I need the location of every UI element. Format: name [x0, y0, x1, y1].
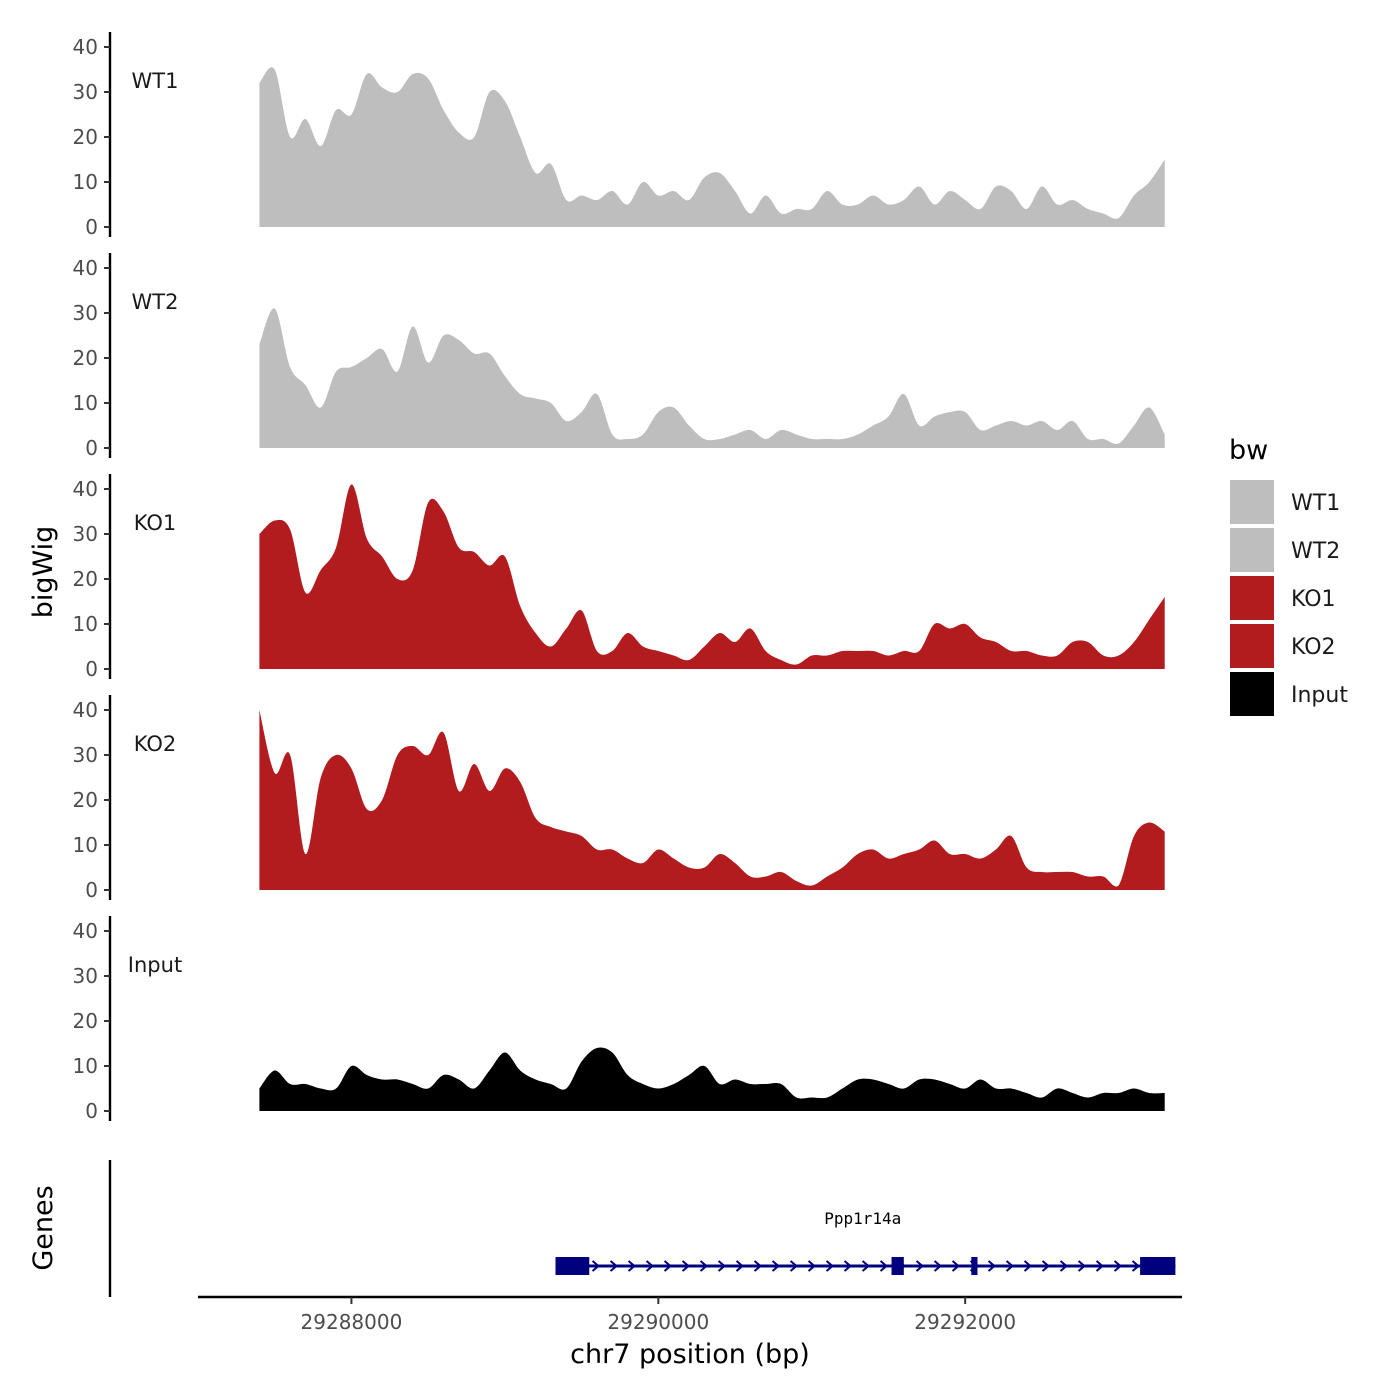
- y-tick-label: 30: [73, 964, 98, 988]
- legend-title: bw: [1229, 435, 1268, 466]
- x-tick-label: 29292000: [914, 1310, 1016, 1334]
- strand-arrow: [645, 1260, 655, 1272]
- gene-track-title: Genes: [28, 1185, 59, 1270]
- y-tick-label: 0: [85, 878, 98, 902]
- strand-arrow: [843, 1260, 853, 1272]
- y-tick-label: 30: [73, 522, 98, 546]
- gene-ppp1r14a: Ppp1r14a: [555, 1209, 1176, 1275]
- gene-track: Ppp1r14a: [108, 1160, 1176, 1297]
- strand-arrow: [915, 1260, 925, 1272]
- strand-arrow: [1059, 1260, 1069, 1272]
- track-label-wt1: WT1: [132, 69, 179, 93]
- y-tick-label: 20: [73, 125, 98, 149]
- track-input: 0 10 20 30 40 Input: [73, 916, 1165, 1123]
- gene-exon: [1140, 1257, 1176, 1275]
- track-wt2: 0 10 20 30 40 WT2: [73, 253, 1165, 460]
- legend: bw WT1 WT2 KO1 KO2 Input: [1229, 435, 1348, 716]
- y-tick-label: 10: [73, 1054, 98, 1078]
- legend-label-ko2: KO2: [1291, 635, 1336, 660]
- track-ko1: 0 10 20 30 40 KO1: [73, 474, 1165, 681]
- legend-key-ko1: [1230, 576, 1274, 620]
- coverage-tracks: 0 10 20 30 40 WT1 0 10 20 30 40 WT2 0 10 20 30 40 KO1 0 10 2…: [73, 32, 1165, 1123]
- y-tick-label: 40: [73, 919, 98, 943]
- y-tick-label: 30: [73, 743, 98, 767]
- track-wt1: 0 10 20 30 40 WT1: [73, 32, 1165, 239]
- strand-arrow: [1005, 1260, 1015, 1272]
- legend-key-ko2: [1230, 624, 1274, 668]
- legend-key-input: [1230, 672, 1274, 716]
- coverage-area-input: [259, 1047, 1165, 1111]
- legend-key-wt1: [1230, 480, 1274, 524]
- y-tick-label: 40: [73, 256, 98, 280]
- strand-arrow: [987, 1260, 997, 1272]
- gene-exon: [555, 1257, 590, 1275]
- y-tick-label: 40: [73, 35, 98, 59]
- gene-label: Ppp1r14a: [824, 1209, 901, 1228]
- strand-arrow: [735, 1260, 745, 1272]
- legend-label-input: Input: [1291, 683, 1348, 708]
- strand-arrow: [627, 1260, 637, 1272]
- track-label-input: Input: [128, 953, 182, 977]
- strand-arrow: [1023, 1260, 1033, 1272]
- y-tick-label: 30: [73, 301, 98, 325]
- y-tick-label: 10: [73, 833, 98, 857]
- y-tick-label: 40: [73, 477, 98, 501]
- strand-arrow: [663, 1260, 673, 1272]
- strand-arrow: [1041, 1260, 1051, 1272]
- y-tick-label: 10: [73, 170, 98, 194]
- legend-label-ko1: KO1: [1291, 587, 1336, 612]
- strand-arrow: [771, 1260, 781, 1272]
- y-tick-label: 20: [73, 1009, 98, 1033]
- y-tick-label: 0: [85, 1099, 98, 1123]
- y-tick-label: 30: [73, 80, 98, 104]
- y-tick-label: 20: [73, 788, 98, 812]
- y-tick-label: 20: [73, 346, 98, 370]
- track-label-wt2: WT2: [132, 290, 179, 314]
- coverage-area-ko1: [259, 484, 1165, 669]
- x-axis: 29288000 29290000 29292000: [198, 1295, 1182, 1334]
- strand-arrow: [717, 1260, 727, 1272]
- coverage-area-ko2: [259, 710, 1165, 890]
- strand-arrow: [753, 1260, 763, 1272]
- x-tick-label: 29288000: [301, 1310, 403, 1334]
- y-axis-title: bigWig: [28, 526, 59, 619]
- coverage-area-wt1: [259, 67, 1165, 227]
- y-tick-label: 10: [73, 391, 98, 415]
- strand-arrow: [951, 1260, 961, 1272]
- strand-arrow: [1113, 1260, 1123, 1272]
- gene-exon: [891, 1257, 904, 1275]
- strand-arrow: [1095, 1260, 1105, 1272]
- strand-arrow: [861, 1260, 871, 1272]
- gene-exon: [971, 1257, 978, 1275]
- y-tick-label: 0: [85, 657, 98, 681]
- strand-arrow: [879, 1260, 889, 1272]
- x-axis-title: chr7 position (bp): [570, 1339, 810, 1370]
- strand-arrow: [789, 1260, 799, 1272]
- legend-label-wt1: WT1: [1291, 491, 1340, 516]
- strand-arrow: [807, 1260, 817, 1272]
- legend-key-wt2: [1230, 528, 1274, 572]
- y-tick-label: 0: [85, 215, 98, 239]
- y-tick-label: 20: [73, 567, 98, 591]
- legend-label-wt2: WT2: [1291, 539, 1340, 564]
- track-ko2: 0 10 20 30 40 KO2: [73, 695, 1165, 902]
- strand-arrow: [609, 1260, 619, 1272]
- strand-arrow: [1131, 1260, 1141, 1272]
- strand-arrow: [933, 1260, 943, 1272]
- y-tick-label: 0: [85, 436, 98, 460]
- x-tick-label: 29290000: [607, 1310, 709, 1334]
- y-tick-label: 10: [73, 612, 98, 636]
- coverage-area-wt2: [259, 308, 1165, 448]
- strand-arrow: [825, 1260, 835, 1272]
- strand-arrow: [591, 1260, 601, 1272]
- strand-arrow: [1077, 1260, 1087, 1272]
- strand-arrow: [681, 1260, 691, 1272]
- track-label-ko2: KO2: [134, 732, 177, 756]
- y-tick-label: 40: [73, 698, 98, 722]
- strand-arrow: [699, 1260, 709, 1272]
- track-label-ko1: KO1: [134, 511, 177, 535]
